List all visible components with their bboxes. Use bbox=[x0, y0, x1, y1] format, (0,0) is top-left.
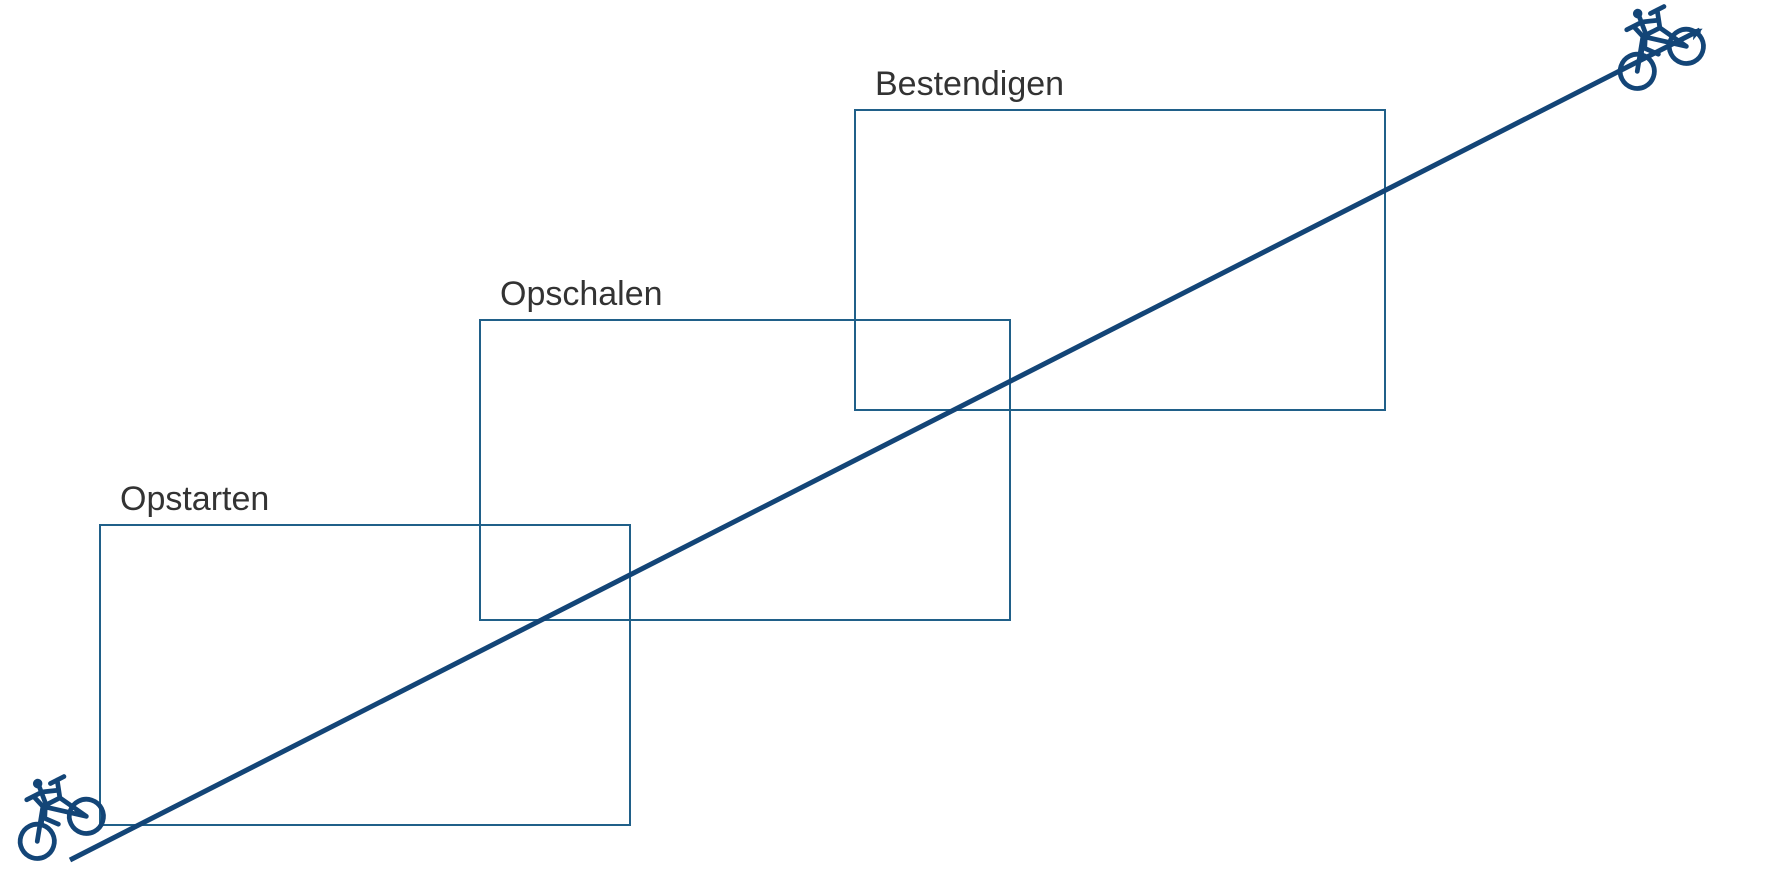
stage-box-stage1 bbox=[100, 525, 630, 825]
bicycle-end-icon bbox=[1597, 0, 1710, 94]
stage-label-stage3: Bestendigen bbox=[875, 65, 1064, 103]
growth-arrow bbox=[70, 30, 1700, 860]
growth-diagram: Opstarten Opschalen Bestendigen bbox=[0, 0, 1772, 886]
stage-label-stage1: Opstarten bbox=[120, 480, 269, 518]
stage-box-stage3 bbox=[855, 110, 1385, 410]
stage-box-stage2 bbox=[480, 320, 1010, 620]
stage-label-stage2: Opschalen bbox=[500, 275, 663, 313]
